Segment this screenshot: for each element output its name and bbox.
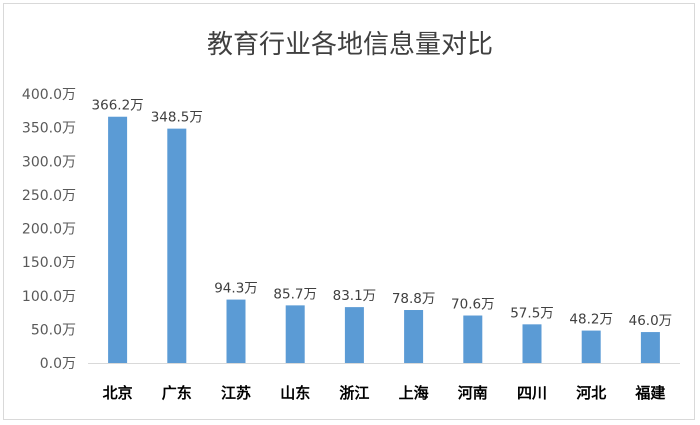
x-category-label: 浙江 xyxy=(339,384,369,402)
x-category-label: 四川 xyxy=(517,384,547,402)
data-label: 85.7万 xyxy=(273,286,317,302)
x-category-label: 江苏 xyxy=(221,384,251,402)
y-tick-label: 300.0万 xyxy=(22,154,76,170)
bar xyxy=(404,310,424,363)
y-tick-label: 250.0万 xyxy=(22,188,76,204)
data-label: 48.2万 xyxy=(569,312,613,328)
x-category-label: 山东 xyxy=(280,384,310,402)
y-axis-ticks: 0.0万 50.0万 100.0万 150.0万 200.0万 250.0万 300.0万 3… xyxy=(22,87,76,372)
y-tick-label: 50.0万 xyxy=(31,322,76,338)
x-category-label: 河南 xyxy=(458,384,488,402)
bar xyxy=(581,330,601,363)
data-label: 46.0万 xyxy=(629,313,673,329)
data-label: 348.5万 xyxy=(151,110,203,126)
y-tick-label: 200.0万 xyxy=(22,222,76,238)
x-category-label: 上海 xyxy=(399,384,429,402)
data-labels: 366.2万 348.5万 94.3万 85.7万 83.1万 78.8万 70.6万 57.… xyxy=(92,98,673,329)
bar xyxy=(463,315,483,363)
data-label: 57.5万 xyxy=(510,305,554,321)
bars xyxy=(108,116,660,363)
x-category-label: 广东 xyxy=(162,384,192,402)
bar xyxy=(640,332,660,363)
data-label: 83.1万 xyxy=(333,288,377,304)
y-tick-label: 400.0万 xyxy=(22,87,76,103)
data-label: 94.3万 xyxy=(214,281,258,297)
bar xyxy=(167,128,187,363)
chart-title: 教育行业各地信息量对比 xyxy=(206,30,493,60)
data-label: 78.8万 xyxy=(392,291,436,307)
bar xyxy=(522,324,542,363)
bar xyxy=(226,299,246,363)
x-category-label: 河北 xyxy=(576,384,606,402)
y-tick-label: 100.0万 xyxy=(22,289,76,305)
x-axis-categories: 北京 广东 江苏 山东 浙江 上海 河南 四川 河北 福建 xyxy=(103,384,667,402)
data-label: 70.6万 xyxy=(451,297,495,313)
x-category-label: 北京 xyxy=(103,384,133,402)
y-tick-label: 150.0万 xyxy=(22,255,76,271)
y-tick-label: 350.0万 xyxy=(22,121,76,137)
y-tick-label: 0.0万 xyxy=(40,356,76,372)
bar xyxy=(285,305,305,363)
data-label: 366.2万 xyxy=(92,98,144,114)
x-category-label: 福建 xyxy=(634,384,666,402)
bar xyxy=(108,116,128,363)
bar xyxy=(344,307,364,363)
